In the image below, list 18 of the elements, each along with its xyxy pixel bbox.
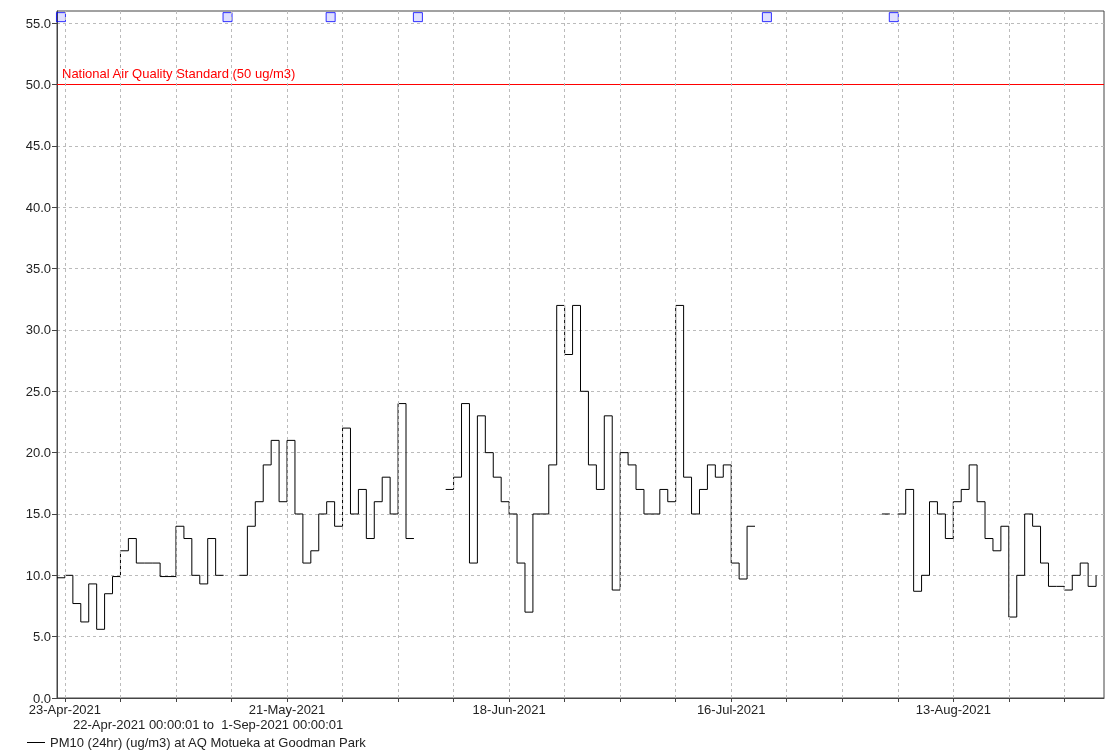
y-tick-label: 55.0 [25,15,51,31]
y-tick-label: 35.0 [25,261,51,277]
y-tick-label: 20.0 [25,445,51,461]
y-tick-label: 40.0 [25,199,51,215]
y-tick-label: 10.0 [25,567,51,583]
y-tick-label: 45.0 [25,138,51,154]
ref-line-label: National Air Quality Standard (50 ug/m3) [62,65,296,81]
legend-label: PM10 (24hr) (ug/m3) at AQ Motueka at Goodman Park [50,735,367,750]
x-tick-label: 18-Jun-2021 [472,702,546,717]
x-tick-label: 16-Jul-2021 [696,702,766,717]
x-tick-label: 21-May-2021 [248,702,326,717]
y-tick-label: 5.0 [32,629,51,645]
y-tick-label: 25.0 [25,383,51,399]
y-tick-label: 50.0 [25,77,51,93]
x-tick-label: 13-Aug-2021 [915,702,991,717]
y-tick-label: 30.0 [25,322,51,338]
y-tick-label: 15.0 [25,506,51,522]
text: 22-Apr-2021 00:00:01 to 1-Sep-2021 00:00:01 [73,717,344,732]
